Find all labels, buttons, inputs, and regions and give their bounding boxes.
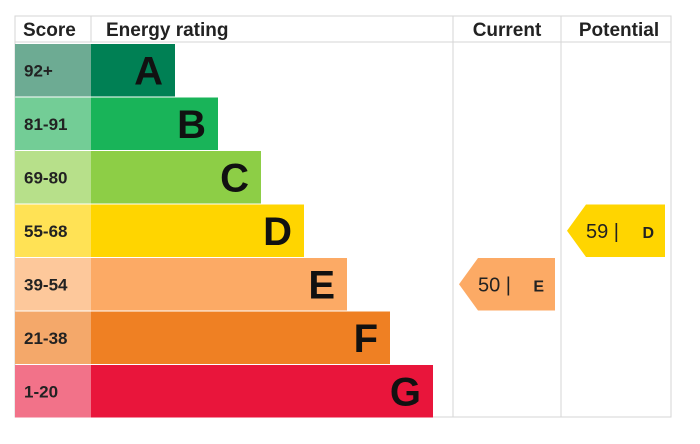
current-rating-value: 50 | bbox=[478, 274, 511, 296]
band-bar-f bbox=[91, 311, 390, 364]
score-cell-d bbox=[15, 204, 91, 257]
header-potential: Potential bbox=[579, 20, 659, 41]
potential-rating-letter: D bbox=[642, 225, 654, 242]
current-rating-letter: E bbox=[533, 278, 544, 295]
score-cell-c bbox=[15, 151, 91, 204]
band-letter-e: E bbox=[308, 263, 335, 307]
score-cell-a bbox=[15, 44, 91, 97]
band-letter-f: F bbox=[354, 317, 378, 361]
score-cell-b bbox=[15, 97, 91, 150]
score-range-f: 21-38 bbox=[24, 329, 67, 348]
score-range-c: 69-80 bbox=[24, 168, 67, 187]
band-bar-d bbox=[91, 204, 304, 257]
score-cell-f bbox=[15, 311, 91, 364]
band-bar-a bbox=[91, 44, 175, 97]
band-bar-b bbox=[91, 97, 218, 150]
score-range-d: 55-68 bbox=[24, 222, 67, 241]
score-range-g: 1-20 bbox=[24, 382, 58, 401]
band-letter-a: A bbox=[134, 49, 163, 93]
band-letter-d: D bbox=[263, 210, 292, 254]
score-cell-e bbox=[15, 258, 91, 311]
band-letter-c: C bbox=[220, 156, 249, 200]
score-cell-g bbox=[15, 365, 91, 418]
score-range-a: 92+ bbox=[24, 61, 53, 80]
score-range-e: 39-54 bbox=[24, 275, 68, 294]
band-bar-g bbox=[91, 365, 433, 418]
potential-rating-value: 59 | bbox=[586, 221, 619, 243]
rating-indicators: 50 | E 59 | D bbox=[459, 204, 665, 311]
band-letter-b: B bbox=[177, 103, 206, 147]
rating-bands: 92+ A 81-91 B 69-80 C 55-68 D 39-54 E 21-38 F 1-20 G bbox=[15, 44, 433, 418]
header-energy-rating: Energy rating bbox=[106, 20, 228, 41]
band-letter-g: G bbox=[390, 370, 421, 414]
score-range-b: 81-91 bbox=[24, 115, 67, 134]
header-score: Score bbox=[23, 20, 76, 41]
potential-rating-arrow bbox=[567, 204, 665, 257]
current-rating-arrow bbox=[459, 258, 555, 311]
header-current: Current bbox=[473, 20, 542, 41]
band-bar-e bbox=[91, 258, 347, 311]
band-bar-c bbox=[91, 151, 261, 204]
